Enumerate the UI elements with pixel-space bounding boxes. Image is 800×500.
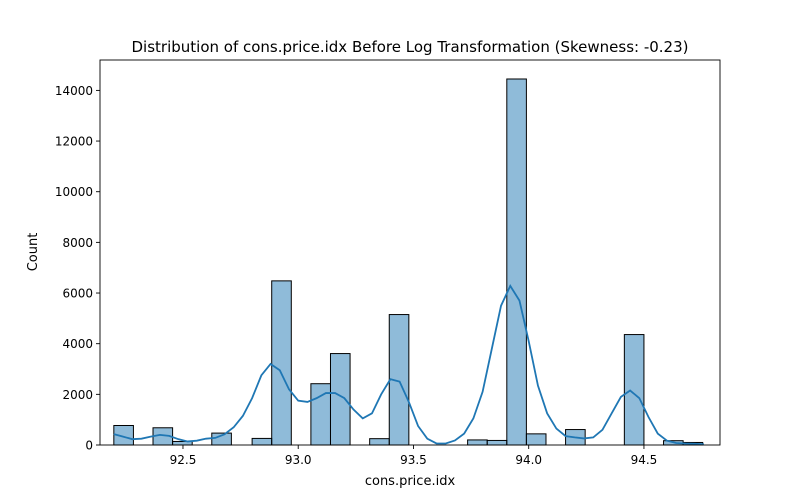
histogram-bar: [506, 78, 527, 446]
chart-title: Distribution of cons.price.idx Before Lo…: [132, 38, 689, 56]
x-axis-label: cons.price.idx: [365, 474, 456, 489]
histogram-bar: [467, 439, 488, 446]
histogram-bar: [486, 439, 508, 446]
histogram-bars: [113, 78, 704, 446]
histogram-bar: [369, 438, 390, 446]
x-tick-label: 93.5: [400, 453, 427, 467]
y-tick-label: 14000: [55, 84, 93, 98]
x-tick-label: 94.0: [515, 453, 542, 467]
x-tick-label: 92.5: [170, 453, 197, 467]
y-tick-label: 12000: [55, 135, 93, 149]
y-tick-label: 0: [85, 439, 93, 453]
y-tick-label: 8000: [62, 236, 93, 250]
x-tick-label: 93.0: [285, 453, 312, 467]
histogram-bar: [329, 353, 351, 446]
histogram-bar: [623, 334, 645, 446]
plot-frame: [99, 59, 721, 446]
histogram-bar: [271, 280, 292, 446]
y-axis-label: Count: [26, 233, 41, 272]
y-axis-ticks: 0 2000 4000 6000 8000 10000 12000 14000: [55, 84, 100, 453]
y-tick-label: 4000: [62, 337, 93, 351]
y-tick-label: 6000: [62, 287, 93, 301]
kde-curve: [113, 284, 704, 446]
x-axis-ticks: 92.5 93.0 93.5 94.0 94.5: [170, 445, 658, 467]
histogram-bar: [251, 437, 273, 446]
x-tick-label: 94.5: [631, 453, 658, 467]
y-tick-label: 10000: [55, 185, 93, 199]
histogram-bar: [525, 433, 547, 446]
y-tick-label: 2000: [62, 388, 93, 402]
